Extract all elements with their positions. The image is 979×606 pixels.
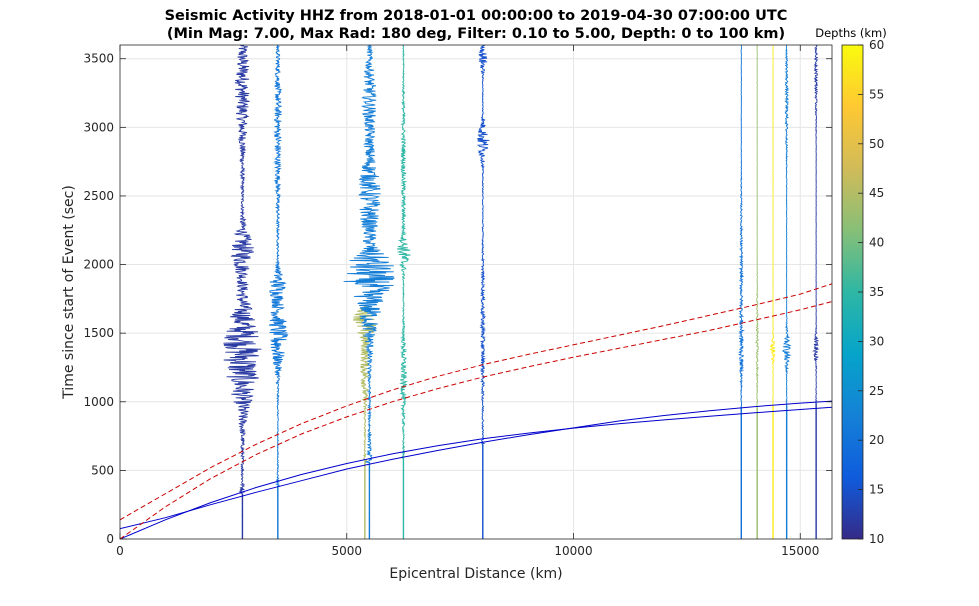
- seismic-trace: [268, 45, 289, 539]
- y-tick-label: 1000: [83, 395, 114, 409]
- colorbar-tick-label: 55: [869, 87, 884, 101]
- y-axis-ticks: 0 500 1000 1500 2000 2500 3000 3500: [83, 52, 832, 546]
- travel-time-curve: [120, 406, 832, 539]
- y-tick-label: 0: [106, 532, 114, 546]
- chart-subtitle: (Min Mag: 7.00, Max Rad: 180 deg, Filter…: [167, 26, 785, 42]
- colorbar-tick-label: 25: [869, 384, 884, 398]
- x-axis-label: Epicentral Distance (km): [389, 566, 562, 582]
- y-tick-label: 2000: [83, 258, 114, 272]
- travel-time-curves: [120, 283, 832, 539]
- seismic-traces: [223, 45, 820, 539]
- colorbar-tick-label: 35: [869, 285, 884, 299]
- colorbar-label: Depths (km): [815, 26, 887, 40]
- seismic-trace: [396, 45, 411, 539]
- plot-box: [119, 44, 833, 540]
- y-tick-label: 3500: [83, 52, 114, 66]
- colorbar-tick-label: 15: [869, 483, 884, 497]
- grid-lines: [120, 45, 832, 539]
- colorbar-tick-label: 45: [869, 186, 884, 200]
- x-tick-label: 0: [116, 544, 124, 558]
- travel-time-curve: [120, 301, 832, 539]
- travel-time-curve: [120, 283, 832, 521]
- y-tick-label: 3000: [83, 120, 114, 134]
- seismic-trace: [223, 45, 262, 539]
- x-tick-label: 10000: [554, 544, 592, 558]
- y-tick-label: 500: [91, 463, 114, 477]
- chart-title: Seismic Activity HHZ from 2018-01-01 00:…: [165, 8, 788, 24]
- x-tick-label: 15000: [781, 544, 819, 558]
- y-axis-label: Time since start of Event (sec): [61, 185, 77, 400]
- x-axis-ticks: 0 5000 10000 15000: [116, 45, 819, 558]
- colorbar-tick-label: 20: [869, 433, 884, 447]
- x-tick-label: 5000: [331, 544, 362, 558]
- colorbar-tick-label: 40: [869, 236, 884, 250]
- seismic-trace: [343, 45, 395, 539]
- colorbar-tick-label: 60: [869, 38, 884, 52]
- colorbar-tick-label: 30: [869, 334, 884, 348]
- y-tick-label: 1500: [83, 326, 114, 340]
- colorbar-tick-label: 10: [869, 532, 884, 546]
- colorbar-tick-label: 50: [869, 137, 884, 151]
- y-tick-label: 2500: [83, 189, 114, 203]
- travel-time-curve: [120, 400, 832, 530]
- colorbar-ticks: 10 15 20 25 30 35 40 45 50 55 60: [858, 38, 884, 546]
